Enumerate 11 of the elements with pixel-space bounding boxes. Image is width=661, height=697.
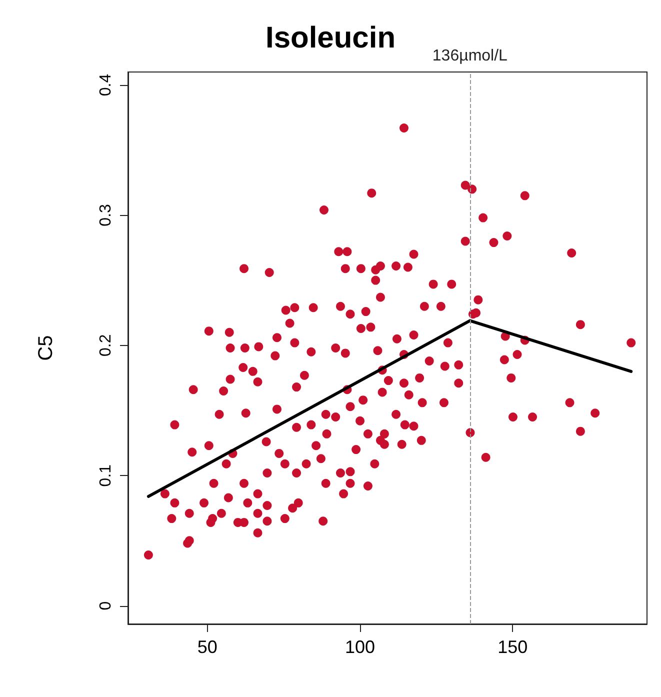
y-tick-label: 0.2 [98, 334, 114, 357]
chart-title: Isoleucin [265, 22, 396, 54]
y-tick-label: 0.1 [98, 464, 114, 487]
x-tick-label: 50 [197, 637, 218, 657]
ref-line-label: 136µmol/L [432, 48, 508, 64]
x-tick-label: 100 [345, 637, 376, 657]
y-tick-label: 0.3 [98, 204, 114, 226]
x-tick-label: 150 [498, 637, 528, 657]
y-tick-label: 0.4 [98, 74, 114, 96]
y-tick-label: 0 [98, 601, 114, 610]
y-axis-title: C5 [35, 335, 57, 361]
